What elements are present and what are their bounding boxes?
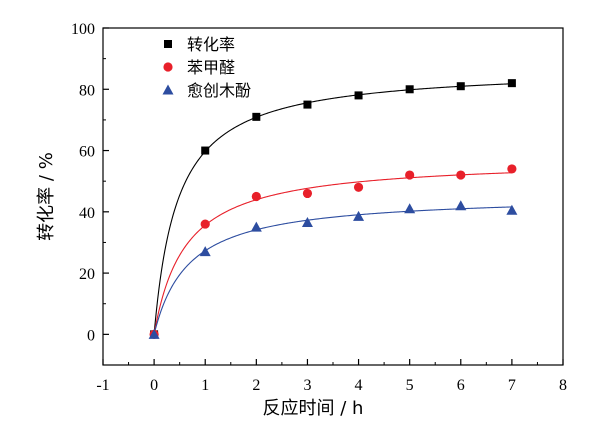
x-tick-label: -1 [96,377,109,394]
data-point-series-0 [201,146,210,155]
y-tick-label: 60 [79,144,95,161]
data-point-series-2 [250,221,262,232]
data-point-series-2 [506,204,518,215]
data-point-series-2 [455,200,467,211]
y-tick-label: 80 [79,82,95,99]
x-tick-label: 4 [355,377,363,394]
y-tick-label: 0 [87,327,95,344]
data-point-series-1 [251,191,261,202]
data-point-series-0 [354,91,363,100]
data-point-series-0 [303,100,312,109]
plot-area [102,27,564,366]
fit-curve-series-0 [153,83,512,335]
legend-marker-series-0 [164,40,172,48]
fit-curve-series-1 [153,172,512,335]
data-point-series-2 [404,203,416,214]
y-tick-label: 20 [79,266,95,283]
fit-curve-series-2 [153,206,512,335]
plot-frame [102,27,564,366]
legend-label-series-2: 愈创木酚 [187,81,251,100]
data-point-series-0 [456,82,465,91]
data-point-series-1 [405,170,415,180]
legend-marker-series-2 [162,84,174,95]
data-point-series-2 [199,246,211,257]
legend-label-series-0: 转化率 [187,35,235,54]
data-marks [148,79,518,339]
data-point-series-1 [507,164,517,174]
y-tick-label: 40 [79,205,95,222]
data-point-series-2 [301,217,313,228]
legend-label-series-1: 苯甲醛 [187,58,235,77]
x-tick-label: 2 [252,377,260,394]
x-axis-title: 反应时间 / h [263,398,364,419]
data-point-series-1 [353,182,364,192]
data-point-series-0 [507,79,516,88]
legend-marker-series-1 [163,62,173,72]
data-point-series-0 [252,112,261,121]
y-tick-label: 100 [71,21,95,38]
x-tick-label: 3 [303,377,311,394]
data-point-series-0 [405,85,414,94]
data-point-series-1 [200,219,210,229]
x-tick-label: 7 [508,377,516,394]
data-point-series-1 [456,170,466,180]
x-tick-label: 6 [457,377,465,394]
data-point-series-2 [353,210,365,221]
y-axis-title: 转化率 / % [36,152,57,241]
x-tick-label: 5 [406,377,414,394]
data-point-series-2 [148,328,160,339]
x-tick-label: 8 [559,377,567,394]
x-tick-label: 1 [201,377,209,394]
data-point-series-1 [302,188,313,199]
x-tick-label: 0 [150,377,158,394]
